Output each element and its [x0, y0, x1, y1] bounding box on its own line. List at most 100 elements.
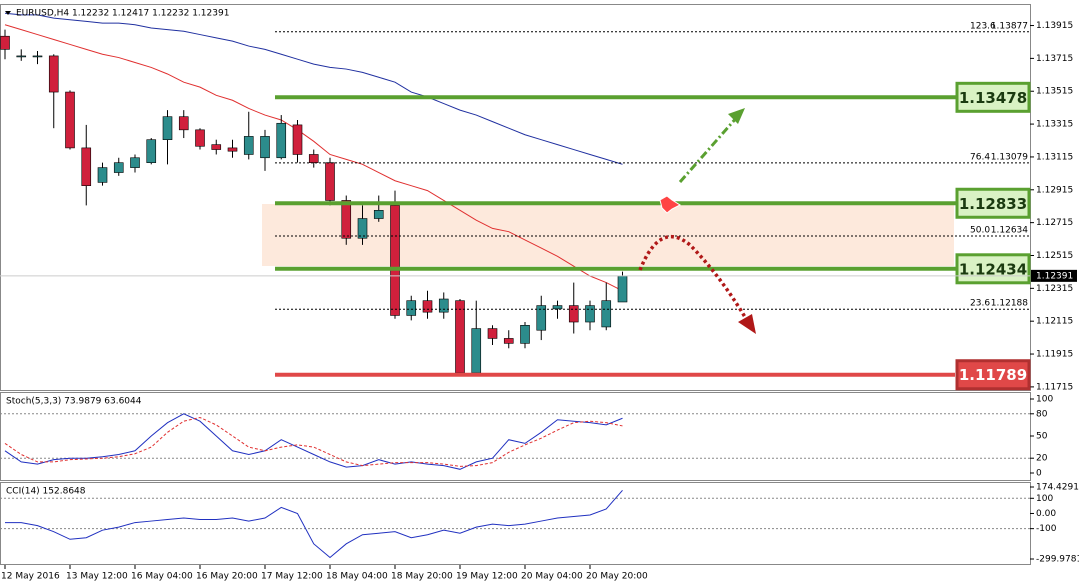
candle-body — [357, 218, 368, 239]
price-box — [1031, 269, 1077, 282]
candle-body — [162, 116, 173, 140]
indicator-line — [4, 24, 623, 292]
y-tick-label: 1.13915 — [1036, 21, 1073, 31]
y-tick-label: 174.4291 — [1036, 483, 1079, 493]
fib-price: 1.12188 — [991, 299, 1028, 309]
candle-body — [146, 139, 157, 163]
y-tick-label: 100 — [1036, 395, 1053, 405]
candle-body — [48, 55, 59, 93]
y-tick-label: 1.13715 — [1036, 54, 1073, 64]
fib-level: 76.4 — [970, 152, 990, 162]
candle-body — [113, 162, 124, 173]
menu-icon — [5, 11, 11, 15]
candle-body — [178, 116, 189, 131]
candle-body — [211, 144, 222, 150]
y-tick-label: 1.12915 — [1036, 185, 1073, 195]
candle-body — [325, 162, 335, 201]
fib-price: 1.13079 — [991, 152, 1028, 162]
indicator-title: CCI(14) 152.8648 — [6, 487, 86, 497]
candle-body — [552, 305, 563, 310]
y-tick-label: 100 — [1036, 494, 1053, 504]
candle-body — [195, 129, 205, 147]
arrowhead — [738, 314, 756, 334]
y-tick-label: 0 — [1036, 469, 1042, 479]
indicator-line — [4, 413, 623, 470]
arrowhead — [728, 108, 745, 124]
candle-body — [130, 157, 140, 168]
candle-body — [81, 147, 92, 186]
panel — [0, 482, 1031, 565]
x-tick-label: 16 May 04:00 — [131, 572, 193, 582]
x-tick-label: 16 May 20:00 — [196, 572, 258, 582]
candle-body — [390, 205, 400, 316]
level-box — [955, 81, 1031, 113]
candle-body — [308, 154, 319, 163]
level-label: 1.13478 — [959, 89, 1027, 107]
candle-body — [341, 200, 352, 239]
y-tick-label: 80 — [1036, 409, 1048, 419]
candle-body — [422, 300, 433, 313]
indicator-line — [5, 489, 623, 559]
candle-body — [32, 55, 43, 58]
candle-body — [292, 124, 303, 155]
level-box — [955, 187, 1031, 219]
candle-body — [65, 91, 75, 149]
y-tick-label: 20 — [1036, 454, 1048, 464]
candle-body — [487, 328, 498, 339]
level-label: 1.12833 — [959, 195, 1027, 213]
arrow — [678, 115, 740, 183]
level-box — [955, 253, 1031, 285]
candle-body — [568, 305, 579, 323]
chart-title: EURUSD,H4 1.12232 1.12417 1.12232 1.1239… — [16, 9, 229, 19]
fib-level: 50.0 — [970, 225, 990, 235]
candle-body — [520, 324, 530, 344]
candle-body — [503, 338, 514, 344]
y-tick-label: 1.12315 — [1036, 284, 1073, 294]
fib-price: 1.12634 — [991, 225, 1028, 235]
y-tick-label: -100 — [1036, 524, 1057, 534]
y-tick-label: 1.11715 — [1036, 382, 1073, 392]
candle-body — [455, 300, 465, 374]
x-tick-label: 18 May 04:00 — [326, 572, 388, 582]
candle-body — [406, 300, 417, 316]
x-tick-label: 17 May 12:00 — [261, 572, 323, 582]
candle-body — [260, 136, 270, 159]
candle-body — [471, 328, 482, 374]
y-tick-label: 1.12515 — [1036, 251, 1073, 261]
x-tick-label: 20 May 04:00 — [521, 572, 583, 582]
x-tick-label: 20 May 20:00 — [586, 572, 648, 582]
candle-body — [243, 136, 254, 155]
x-tick-label: 18 May 20:00 — [391, 572, 453, 582]
candle-body — [438, 298, 449, 313]
indicator-title: Stoch(5,3,3) 73.9879 63.6044 — [6, 397, 142, 407]
x-tick-label: 19 May 12:00 — [456, 572, 518, 582]
burst — [659, 195, 682, 214]
x-tick-label: 12 May 2016 — [1, 572, 60, 582]
fib-price: 1.13877 — [991, 21, 1028, 31]
y-tick-label: 0.00 — [1036, 509, 1056, 519]
y-tick-label: 50 — [1036, 432, 1048, 442]
candle-body — [585, 305, 595, 323]
candle-body — [227, 147, 238, 152]
y-tick-label: -299.9781 — [1036, 555, 1079, 565]
indicator-line — [4, 12, 623, 165]
y-tick-label: 1.13315 — [1036, 120, 1073, 130]
level-label: 1.12434 — [959, 260, 1027, 278]
candle-body — [276, 122, 287, 159]
candle-body — [0, 35, 10, 50]
fib-level: 23.6 — [970, 299, 990, 309]
candle-body — [601, 300, 612, 328]
price-label: 1.12391 — [1036, 271, 1073, 281]
candle-body — [97, 167, 108, 183]
candle-body — [373, 210, 384, 219]
level-label: 1.11789 — [959, 366, 1027, 384]
level-box — [955, 359, 1031, 391]
y-tick-label: 1.12115 — [1036, 317, 1073, 327]
y-tick-label: 1.13515 — [1036, 87, 1073, 97]
candle-body — [617, 275, 628, 303]
fib-level: 123.6 — [970, 21, 996, 31]
candle-body — [536, 305, 547, 331]
y-tick-label: 1.12715 — [1036, 218, 1073, 228]
x-tick-label: 13 May 12:00 — [66, 572, 128, 582]
